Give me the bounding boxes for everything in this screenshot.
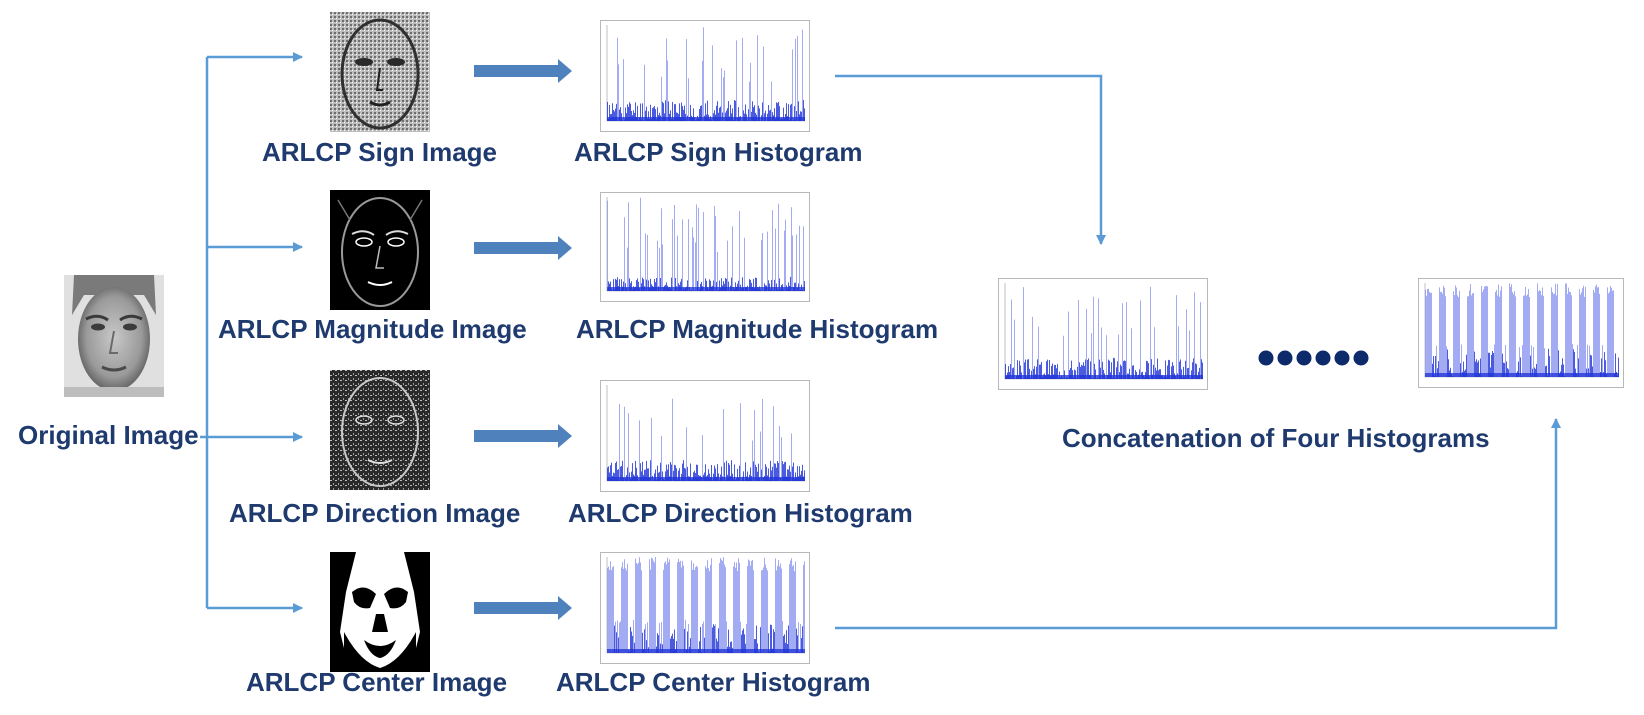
sign-face-image — [330, 12, 430, 132]
center-histogram — [600, 552, 810, 664]
sign-image-label: ARLCP Sign Image — [262, 137, 498, 167]
direction-image-label: ARLCP Direction Image — [229, 498, 521, 528]
direction-face-image — [330, 370, 430, 490]
block-arrow-sign — [474, 59, 572, 83]
ellipsis-dot — [1296, 350, 1312, 366]
magnitude-histogram-label: ARLCP Magnitude Histogram — [576, 314, 939, 344]
ellipsis-dot — [1277, 350, 1293, 366]
arrow-center-hist-to-concat — [835, 418, 1561, 630]
ellipsis-dot — [1315, 350, 1331, 366]
concatenated-histogram-first — [998, 278, 1208, 390]
sign-histogram-label: ARLCP Sign Histogram — [574, 137, 863, 167]
center-histogram-label: ARLCP Center Histogram — [556, 667, 871, 697]
block-arrow-direction — [474, 424, 572, 448]
original-image-label: Original Image — [18, 420, 199, 450]
block-arrow-center — [474, 596, 572, 620]
magnitude-image-label: ARLCP Magnitude Image — [218, 314, 527, 344]
original-face-image — [64, 275, 164, 397]
arrow-sign-hist-to-concat — [835, 74, 1106, 245]
direction-histogram — [600, 380, 810, 492]
ellipsis-dot — [1258, 350, 1274, 366]
block-arrow-magnitude — [474, 236, 572, 260]
ellipsis-dot — [1334, 350, 1350, 366]
ellipsis-dot — [1353, 350, 1369, 366]
magnitude-face-image — [330, 190, 430, 310]
concatenated-histogram-last — [1418, 278, 1624, 388]
concatenation-label: Concatenation of Four Histograms — [1062, 423, 1490, 453]
ellipsis-dots — [1258, 350, 1369, 366]
center-image-label: ARLCP Center Image — [246, 667, 508, 697]
sign-histogram — [600, 20, 810, 132]
magnitude-histogram — [600, 192, 810, 302]
direction-histogram-label: ARLCP Direction Histogram — [568, 498, 913, 528]
center-face-image — [330, 552, 430, 672]
